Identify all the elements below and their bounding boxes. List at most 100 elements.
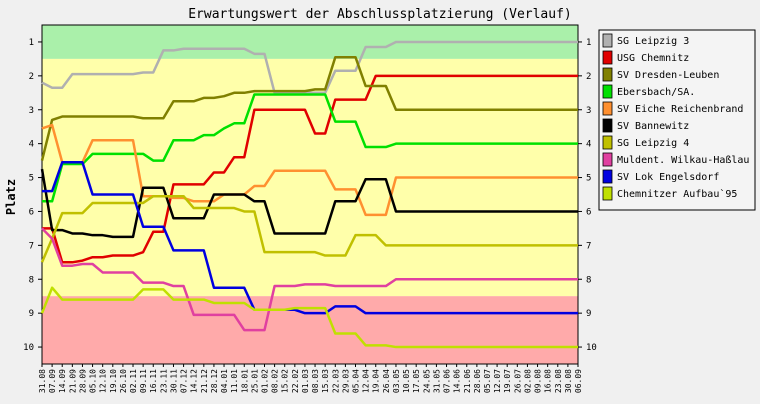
legend-swatch-5	[602, 101, 613, 116]
x-tick-label: 26.07	[513, 369, 522, 393]
legend-label-9: SV Lok Engelsdorf	[617, 172, 719, 183]
x-tick-label: 07.12	[180, 369, 189, 393]
x-tick-label: 08.03	[311, 369, 320, 393]
series-line-6	[40, 168, 578, 239]
x-tick-label: 09.11	[139, 369, 148, 393]
series-line-1	[41, 40, 578, 95]
legend-box	[598, 29, 756, 211]
series-line-10	[40, 286, 578, 349]
x-tick-label: 21.06	[463, 369, 472, 393]
x-tick-label: 30.08	[564, 369, 573, 393]
y-tick-label-right: 9	[586, 309, 591, 319]
legend-swatch-6	[602, 118, 613, 133]
x-tick-label: 14.12	[190, 369, 199, 393]
legend-label-5: SV Eiche Reichenbrand	[617, 104, 743, 115]
y-tick-label-right: 5	[586, 174, 591, 184]
legend-swatch-3	[602, 67, 613, 82]
legend-label-10: Chemnitzer Aufbau`95	[617, 188, 737, 200]
x-tick-label: 28.12	[210, 369, 219, 393]
x-tick-label: 03.05	[392, 369, 401, 393]
x-tick-label: 11.01	[230, 369, 239, 393]
x-tick-label: 19.10	[109, 369, 118, 393]
series-line-5	[41, 123, 578, 217]
series-line-4	[42, 93, 578, 203]
x-tick-label: 16.11	[149, 369, 158, 393]
x-tick-label: 17.05	[412, 369, 421, 393]
legend-label-6: SV Bannewitz	[617, 121, 689, 132]
y-tick-label-left: 9	[29, 309, 34, 319]
y-tick-label-left: 4	[29, 140, 34, 150]
y-tick-label-left: 1	[29, 38, 34, 48]
x-tick-label: 24.05	[422, 369, 431, 393]
legend-label-1: SG Leipzig 3	[617, 36, 689, 47]
y-tick-label-left: 2	[29, 72, 34, 82]
x-tick-label: 31.05	[432, 369, 441, 393]
x-tick-label: 05.07	[483, 369, 492, 393]
legend-label-7: SG Leipzig 4	[617, 138, 689, 149]
x-tick-label: 04.01	[220, 369, 229, 393]
legend-label-3: SV Dresden-Leuben	[617, 70, 719, 81]
x-tick-label: 22.02	[291, 369, 300, 393]
y-axis-label: Platz	[4, 179, 18, 215]
y-tick-label-right: 1	[586, 38, 591, 48]
x-tick-label: 23.11	[159, 369, 168, 393]
y-tick-label-left: 7	[29, 241, 34, 251]
x-tick-label: 14.09	[58, 369, 67, 393]
y-tick-label-right: 6	[586, 207, 591, 217]
x-tick-label: 15.03	[321, 369, 330, 393]
x-tick-label: 26.04	[382, 369, 391, 393]
legend: SG Leipzig 3 USG Chemnitz SV Dresden-Leube…	[598, 29, 756, 211]
x-tick-label: 12.04	[362, 369, 371, 393]
x-tick-label: 31.08	[38, 369, 47, 393]
chart-title: Erwartungswert der Abschlussplatzierung …	[188, 7, 572, 22]
x-tick-label: 16.08	[544, 369, 553, 393]
y-tick-label-right: 3	[586, 106, 591, 116]
y-tick-label-right: 10	[586, 343, 597, 353]
x-tick-label: 15.02	[281, 369, 290, 393]
y-tick-label-left: 10	[23, 343, 34, 353]
y-tick-label-left: 6	[29, 207, 34, 217]
x-tick-label: 21.09	[68, 369, 77, 393]
x-tick-label: 26.10	[119, 369, 128, 393]
x-tick-label: 19.07	[503, 369, 512, 393]
legend-swatch-7	[602, 135, 613, 150]
x-tick-label: 28.09	[78, 369, 87, 393]
x-tick-label: 14.06	[453, 369, 462, 393]
x-tick-label: 12.10	[99, 369, 108, 393]
x-tick-label: 30.11	[169, 369, 178, 393]
legend-swatch-8	[602, 152, 613, 167]
legend-swatch-2	[602, 50, 613, 65]
x-tick-label: 05.04	[352, 369, 361, 393]
x-tick-label: 09.08	[534, 369, 543, 393]
x-tick-label: 25.01	[250, 369, 259, 393]
x-tick-label: 29.03	[341, 369, 350, 393]
x-tick-label: 07.06	[443, 369, 452, 393]
x-tick-label: 18.01	[240, 369, 249, 393]
legend-label-4: Ebersbach/SA.	[617, 87, 695, 98]
legend-label-2: USG Chemnitz	[617, 53, 689, 64]
x-tick-label: 19.04	[372, 369, 381, 393]
x-tick-label: 10.05	[402, 369, 411, 393]
series-line-8	[41, 227, 578, 332]
x-tick-label: 08.02	[271, 369, 280, 393]
series-line-3	[40, 55, 578, 161]
y-tick-label-right: 4	[586, 140, 591, 150]
y-tick-label-left: 3	[29, 106, 34, 116]
x-tick-label: 02.08	[523, 369, 532, 393]
y-tick-label-left: 5	[29, 174, 34, 184]
x-tick-label: 05.10	[89, 369, 98, 393]
x-tick-label: 21.12	[200, 369, 209, 393]
plot-frame	[41, 24, 579, 365]
series-line-2	[42, 74, 578, 264]
x-tick-label: 06.09	[574, 369, 583, 393]
background-band-3	[42, 296, 578, 364]
y-tick-label-right: 2	[586, 72, 591, 82]
x-tick-label: 23.08	[554, 369, 563, 393]
x-tick-label: 02.11	[129, 369, 138, 393]
x-tick-label: 01.02	[260, 369, 269, 393]
y-tick-label-left: 8	[29, 275, 34, 285]
legend-swatch-4	[602, 84, 613, 99]
